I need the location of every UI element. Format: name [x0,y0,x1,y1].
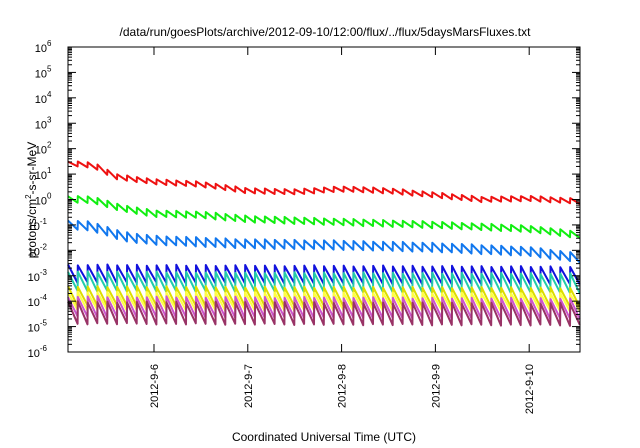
y-tick-base: 10 [28,272,40,284]
y-tick-label: 10-6 [28,344,48,360]
y-tick-label: 104 [35,90,52,106]
y-tick-exp: -1 [40,217,48,226]
series-layer [67,160,581,327]
y-tick-base: 10 [35,196,47,208]
y-tick-base: 10 [35,68,47,80]
y-tick-exp: -6 [40,344,48,353]
x-tick-label: 2012-9-10 [524,364,536,414]
y-axis-label-sup: 2 [24,194,33,199]
y-tick-label: 105 [35,64,52,80]
y-tick-exp: 1 [47,166,52,175]
y-tick-base: 10 [28,323,40,335]
y-tick-label: 100 [35,192,52,208]
chart-title: /data/run/goesPlots/archive/2012-09-10/1… [120,25,532,39]
x-tick-label: 2012-9-9 [430,364,442,408]
y-tick-exp: -4 [40,293,48,302]
y-tick-exp: -2 [40,242,48,251]
y-tick-base: 10 [35,43,47,55]
y-tick-label: 103 [35,115,52,131]
series-line [67,300,581,327]
y-tick-label: 10-5 [28,319,48,335]
x-tick-label: 2012-9-7 [243,364,255,408]
y-tick-label: 10-2 [28,242,48,258]
y-tick-label: 10-1 [28,217,48,233]
y-tick-base: 10 [35,94,47,106]
y-tick-exp: 0 [47,192,52,201]
x-tick-label: 2012-9-6 [149,364,161,408]
series-line [67,160,581,205]
y-axis-label: protons/cm2-s-sr-MeV [24,142,39,258]
y-tick-base: 10 [35,170,47,182]
y-tick-base: 10 [35,145,47,157]
y-tick-exp: 5 [47,64,52,73]
y-tick-label: 10-4 [28,293,48,309]
y-tick-base: 10 [35,119,47,131]
y-tick-base: 10 [28,348,40,360]
y-tick-base: 10 [28,221,40,233]
y-tick-exp: -3 [40,268,48,277]
y-tick-base: 10 [28,246,40,258]
y-tick-exp: 3 [47,115,52,124]
y-tick-label: 10-3 [28,268,48,284]
y-tick-base: 10 [28,297,40,309]
y-tick-label: 106 [35,39,52,55]
y-tick-exp: 6 [47,39,52,48]
axis-layer: 10-610-510-410-310-210-11001011021031041… [28,39,580,414]
y-tick-label: 101 [35,166,52,182]
series-line [67,219,581,264]
y-tick-label: 102 [35,141,52,157]
y-tick-exp: -5 [40,319,48,328]
y-tick-exp: 4 [47,90,52,99]
y-axis-label-post: -s-sr-MeV [25,142,39,195]
y-tick-exp: 2 [47,141,52,150]
x-axis-label: Coordinated Universal Time (UTC) [232,430,416,444]
x-tick-label: 2012-9-8 [337,364,349,408]
y-axis-label-pre: protons/cm [25,199,39,258]
series-line [67,195,581,239]
